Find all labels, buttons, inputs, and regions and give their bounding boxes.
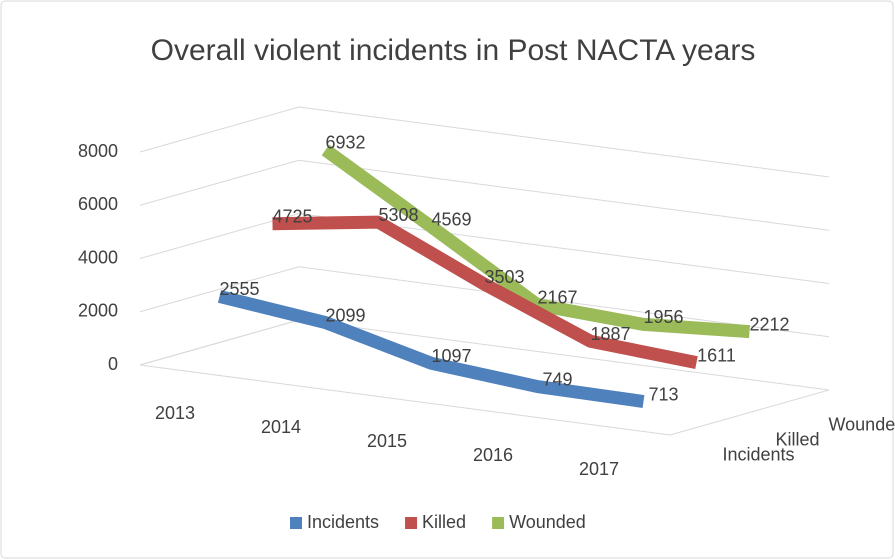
legend-swatch: [405, 517, 418, 529]
grid-line: [139, 319, 300, 366]
data-label: 2099: [325, 305, 365, 325]
depth-label: Incidents: [723, 444, 795, 464]
data-label: 1956: [643, 307, 683, 327]
data-label: 2167: [537, 288, 577, 308]
legend-swatch: [492, 517, 505, 529]
chart-title: Overall violent incidents in Post NACTA …: [151, 34, 756, 67]
y-tick-label: 2000: [78, 301, 118, 321]
grid-line: [298, 106, 830, 178]
grid-line: [139, 106, 300, 153]
legend-label: Wounded: [509, 512, 586, 532]
y-tick-label: 8000: [78, 141, 118, 161]
y-tick-label: 0: [108, 354, 118, 374]
data-label: 749: [542, 369, 572, 389]
grid-line: [298, 319, 830, 391]
legend-swatch: [290, 517, 302, 529]
y-tick-label: 4000: [78, 247, 118, 267]
series-line: [217, 290, 645, 408]
data-label: 713: [648, 384, 678, 404]
depth-label: Wounded: [829, 414, 895, 434]
data-label: 3503: [484, 267, 524, 287]
legend-label: Incidents: [307, 512, 379, 532]
data-label: 1611: [697, 345, 736, 365]
x-tick-label: 2013: [155, 403, 195, 423]
y-tick-label: 6000: [78, 194, 118, 214]
data-label: 2555: [219, 279, 259, 299]
series-line: [272, 215, 698, 369]
depth-label: Killed: [776, 429, 820, 449]
data-label: 4725: [272, 206, 312, 226]
legend-label: Killed: [422, 512, 466, 532]
grid-line: [139, 266, 300, 313]
grid-line: [139, 159, 300, 206]
x-tick-label: 2017: [579, 459, 619, 479]
data-label: 1097: [431, 346, 471, 366]
floor-edge: [669, 389, 830, 436]
x-tick-label: 2014: [261, 417, 301, 437]
x-tick-label: 2015: [367, 431, 407, 451]
data-label: 1887: [590, 324, 630, 344]
data-label: 6932: [325, 133, 365, 153]
series-line: [321, 144, 750, 339]
x-tick-label: 2016: [473, 445, 513, 465]
grid-line: [298, 159, 830, 231]
data-label: 5308: [378, 205, 418, 225]
data-label: 4569: [431, 210, 471, 230]
data-label: 2212: [749, 314, 789, 334]
floor-edge: [139, 364, 671, 436]
